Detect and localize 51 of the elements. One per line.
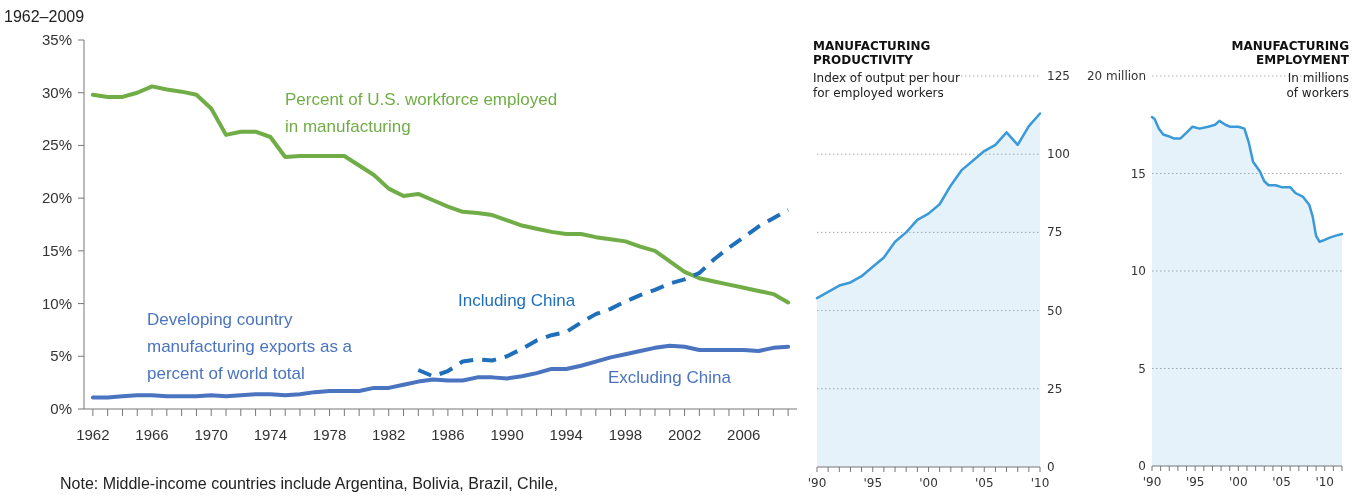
x-tick-label: '10 xyxy=(1030,476,1050,490)
chart-title: 1962–2009 xyxy=(4,8,85,25)
chart-title: MANUFACTURING PRODUCTIVITY xyxy=(813,39,931,67)
y-tick-label: 15% xyxy=(41,241,72,259)
x-tick-label: '00 xyxy=(1229,475,1248,489)
x-tick-label: 1994 xyxy=(549,426,583,443)
x-tick-label: 1962 xyxy=(76,426,110,443)
x-tick-label: 1990 xyxy=(490,426,524,443)
x-tick-label: '95 xyxy=(863,476,883,490)
x-tick-label: '95 xyxy=(1185,475,1205,489)
x-tick-label: 2006 xyxy=(727,426,761,443)
y-tick-label: 0 xyxy=(1047,460,1055,474)
x-tick-label: '05 xyxy=(974,476,994,490)
y-tick-label: 15 xyxy=(1130,166,1146,181)
y-tick-label: 30% xyxy=(41,83,72,101)
x-tick-label: '10 xyxy=(1315,475,1335,489)
series-label: Excluding China xyxy=(608,368,732,387)
y-tick-label: 25 xyxy=(1047,381,1063,396)
x-tick-label: 1966 xyxy=(135,426,169,443)
series-label: Percent of U.S. workforce employed in manufacturing xyxy=(285,90,558,136)
x-tick-label: 1998 xyxy=(608,426,643,443)
x-tick-label: 1970 xyxy=(194,426,228,443)
y-tick-label: 5% xyxy=(50,347,72,365)
x-tick-label: '05 xyxy=(1272,475,1291,489)
y-tick-label: 0% xyxy=(50,400,72,417)
y-tick-label: 35% xyxy=(41,31,72,48)
x-tick-label: 1978 xyxy=(312,426,347,443)
x-tick-label: 1974 xyxy=(253,426,288,443)
text: Note: Middle-income countries include Argentina, Bolivia, Brazil, Chile, xyxy=(60,475,559,492)
chart-title: MANUFACTURING EMPLOYMENT xyxy=(1231,39,1350,67)
y-tick-label: 10 xyxy=(1130,264,1146,278)
y-tick-label: 50 xyxy=(1047,303,1063,318)
y-tick-label: 75 xyxy=(1047,225,1063,240)
y-tick-label: 5 xyxy=(1138,361,1146,376)
chart-subtitle: Index of output per hour for employed workers xyxy=(813,71,960,100)
y-tick-label: 100 xyxy=(1047,147,1070,162)
y-tick-label: 25% xyxy=(41,136,72,154)
y-tick-label: 20 million xyxy=(1086,69,1146,83)
annotation: Developing country manufacturing exports as a percent of world total xyxy=(147,310,353,383)
x-tick-label: 2002 xyxy=(667,426,702,443)
x-tick-label: '90 xyxy=(807,476,827,490)
series-label: Including China xyxy=(458,291,576,310)
y-tick-label: 125 xyxy=(1047,69,1070,83)
x-tick-label: 1982 xyxy=(372,426,406,443)
y-tick-label: 10% xyxy=(41,294,72,312)
x-tick-label: '90 xyxy=(1142,475,1162,489)
y-tick-label: 0 xyxy=(1138,459,1146,473)
chart-subtitle: In millions of workers xyxy=(1286,71,1349,100)
x-tick-label: '00 xyxy=(919,476,938,490)
x-tick-label: 1986 xyxy=(431,426,465,443)
y-tick-label: 20% xyxy=(41,189,72,207)
